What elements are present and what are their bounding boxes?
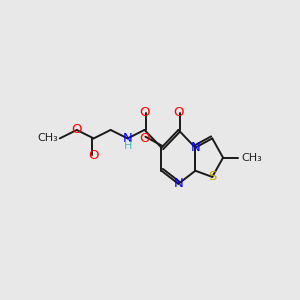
Text: O: O	[173, 106, 184, 119]
Text: O: O	[139, 106, 150, 119]
Text: N: N	[123, 132, 132, 145]
Text: O: O	[139, 132, 150, 145]
Text: N: N	[190, 141, 200, 154]
Text: O: O	[88, 149, 99, 162]
Text: CH₃: CH₃	[242, 153, 262, 163]
Text: O: O	[71, 123, 82, 136]
Text: H: H	[123, 141, 132, 151]
Text: N: N	[173, 177, 183, 190]
Text: S: S	[208, 170, 217, 183]
Text: CH₃: CH₃	[38, 134, 58, 143]
